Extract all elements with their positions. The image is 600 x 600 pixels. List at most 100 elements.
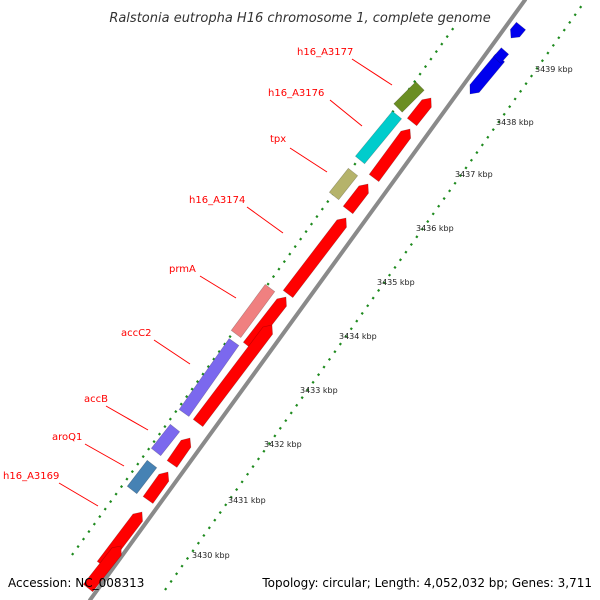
gc-dot-outer [415,235,419,239]
gc-dot-outer [371,296,375,300]
gc-dot-outer [404,250,408,254]
gc-dot-outer [218,510,222,515]
forward-cds-arrow [166,437,192,468]
gc-dot-outer [185,556,190,561]
gc-dot-inner [315,215,319,219]
gc-dot-outer [196,541,200,545]
gc-dot-inner [212,357,216,361]
gc-dot-outer [317,373,321,377]
gc-dot-outer [355,319,359,323]
gc-dot-outer [513,97,517,101]
gc-dot-outer [480,143,484,147]
gc-dot-outer [458,174,463,178]
scale-ticks: 3430 kbp 3431 kbp 3432 kbp 3433 kbp 3434 kbp… [192,65,573,560]
gc-dot-outer [409,242,413,247]
gc-dot-inner [288,252,292,256]
gc-dot-outer [420,227,424,231]
tick-label: 3433 kbp [300,386,338,395]
gc-dot-outer [540,59,544,63]
gc-dot-outer [524,82,528,86]
gc-dot-outer [175,572,179,576]
forward-cds-arrow [342,183,369,215]
gc-dot-inner [228,335,232,339]
reverse-cds-arrow [510,21,527,39]
gc-dot-inner [185,395,189,399]
gene-label: h16_A3169 [3,471,59,482]
gc-dot-inner [195,380,200,384]
gc-dot-outer [535,66,539,70]
tick-label: 3439 kbp [535,65,573,74]
gc-dot-outer [191,549,195,553]
gc-dot-outer [568,20,572,24]
gc-dot-outer [573,13,577,17]
tick-label: 3437 kbp [455,170,493,179]
gc-dot-inner [445,35,449,39]
tick-label: 3431 kbp [228,496,266,505]
gc-dot-outer [366,304,370,308]
gc-dot-outer [426,219,430,224]
feature-prma [230,283,276,339]
gc-dot-inner [109,500,113,504]
gene-label: tpx [270,134,286,145]
gc-dot-outer [464,166,468,170]
gene-label: h16_A3176 [268,88,324,99]
gc-dot-outer [579,5,583,9]
gc-dot-inner [147,447,151,451]
accession-text: Accession: NC_008313 [8,576,144,590]
gc-dot-outer [327,357,332,361]
gc-dot-inner [76,545,80,549]
gc-dot-outer [284,419,288,423]
leader-line [351,58,393,86]
gc-dot-inner [277,267,281,271]
gc-dot-outer [382,281,386,285]
feature-aroq1 [126,459,158,495]
gc-dot-outer [502,112,506,116]
gc-dot-inner [266,282,270,286]
gc-dot-inner [71,552,75,556]
forward-cds-arrow [282,217,347,299]
gc-dot-outer [387,273,392,277]
gc-dot-outer [453,181,457,185]
leader-line [58,482,99,507]
gc-dot-outer [442,197,446,201]
tick-label: 3434 kbp [339,332,377,341]
feature-h16-a3176 [354,110,403,165]
gc-dot-outer [311,380,315,384]
gc-dot-inner [190,387,194,391]
gc-dot-outer [398,258,402,262]
gc-dot-outer [180,564,184,568]
gc-dot-inner [440,42,444,46]
gc-dot-inner [179,402,183,406]
gc-content-track [71,5,583,591]
gc-dot-outer [267,442,271,446]
leader-line [246,206,284,234]
gc-dot-inner [174,410,178,414]
gc-dot-outer [519,89,523,93]
gc-dot-inner [326,200,330,204]
gc-dot-inner [271,275,276,279]
gc-dot-inner [223,342,227,346]
gc-dot-outer [349,327,353,331]
gc-dot-inner [114,492,118,496]
gc-dot-inner [92,522,96,526]
gc-dot-inner [353,162,357,166]
gc-dot-inner [423,65,428,69]
gc-dot-inner [87,530,91,534]
gc-dot-outer [360,311,364,315]
gc-dot-outer [224,503,228,507]
gc-dot-inner [125,477,129,481]
gc-dot-outer [164,587,168,591]
chromosome-backbone [88,0,527,600]
gc-dot-inner [163,425,167,429]
gc-dot-inner [434,50,438,54]
gc-dot-outer [240,480,244,484]
gc-dot-outer [469,158,473,162]
gene-features [82,21,527,593]
gc-dot-outer [377,288,381,292]
gc-dot-inner [282,260,286,264]
gc-dot-outer [273,434,277,438]
gc-dot-inner [152,440,156,444]
reverse-cds-arrow [492,47,510,64]
